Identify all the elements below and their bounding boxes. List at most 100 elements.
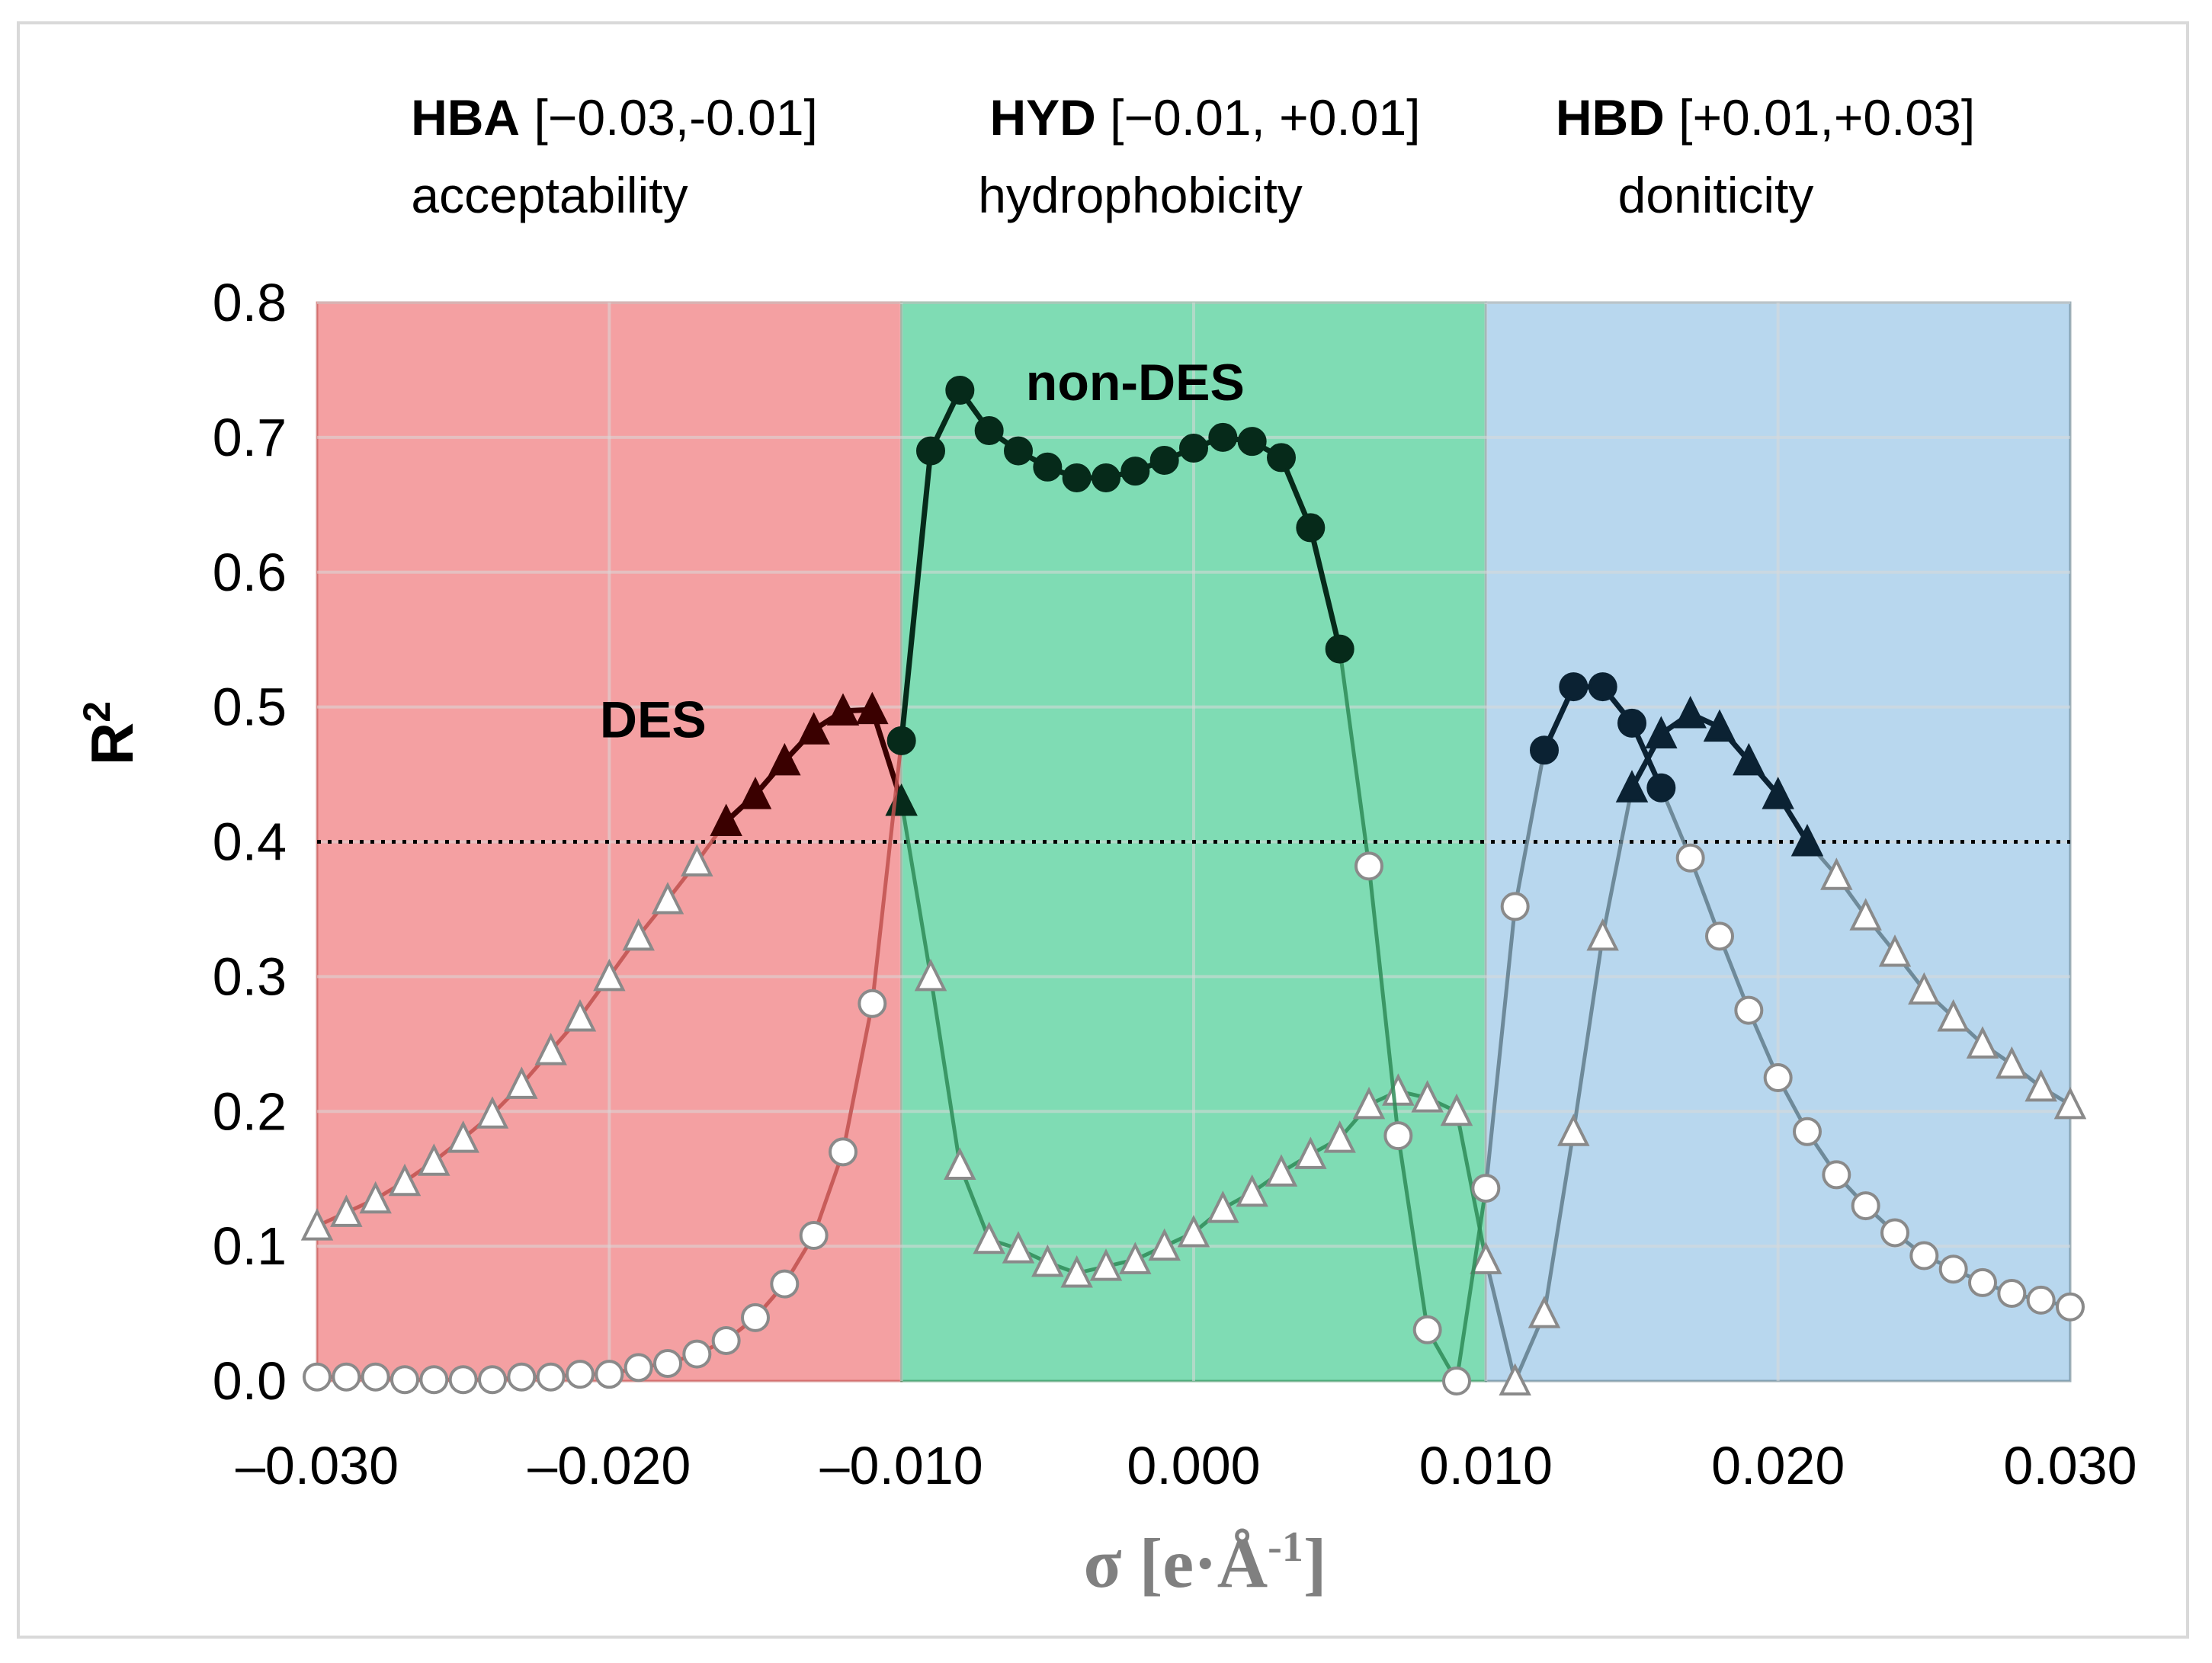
non-des-point xyxy=(1208,422,1238,452)
non-des-point xyxy=(1442,1367,1471,1395)
non-des-line-segment xyxy=(812,1149,845,1238)
non-des-point xyxy=(1092,463,1120,492)
non-des-point xyxy=(945,375,975,405)
region-hyd-range: [−0.01, +0.01] xyxy=(1096,89,1421,146)
y-tick-label: 0.7 xyxy=(213,408,287,467)
des-point xyxy=(1002,1231,1035,1264)
non-des-line-segment xyxy=(899,448,934,744)
des-point xyxy=(1060,1255,1093,1288)
non-des-line-segment xyxy=(1338,647,1371,868)
non-des-point xyxy=(1793,1117,1822,1146)
des-point xyxy=(1790,824,1824,857)
non-des-point xyxy=(332,1362,361,1392)
des-point xyxy=(1177,1214,1210,1248)
non-des-point xyxy=(536,1362,566,1392)
des-point xyxy=(1382,1073,1415,1106)
des-point xyxy=(1411,1080,1444,1113)
des-point xyxy=(622,918,655,951)
des-point xyxy=(1820,857,1853,890)
non-des-point xyxy=(1851,1191,1880,1221)
des-point xyxy=(1089,1248,1123,1281)
non-des-point xyxy=(1734,995,1764,1025)
y-tick-label: 0.8 xyxy=(213,273,287,332)
x-tick-label: 0.020 xyxy=(1711,1436,1845,1495)
des-point xyxy=(651,882,684,915)
des-line-segment xyxy=(1542,1129,1576,1316)
region-hba-subtitle: acceptability xyxy=(411,167,688,223)
non-des-point xyxy=(1120,457,1150,486)
non-des-point xyxy=(1530,735,1559,765)
non-des-point xyxy=(419,1365,449,1395)
non-des-point xyxy=(1997,1279,2027,1309)
des-point xyxy=(1674,695,1707,729)
des-point xyxy=(300,1208,334,1241)
des-point xyxy=(418,1143,450,1176)
non-des-point xyxy=(1588,672,1617,702)
des-point xyxy=(1996,1046,2028,1079)
des-point xyxy=(768,742,801,776)
non-des-point xyxy=(390,1365,419,1395)
x-tick-label: 0.030 xyxy=(2003,1436,2137,1495)
non-des-point xyxy=(653,1349,682,1379)
region-hba-range: [−0.03,-0.01] xyxy=(520,89,818,146)
non-des-point xyxy=(1179,434,1208,463)
y-tick-label: 0.2 xyxy=(213,1081,287,1141)
region-hbd-range: [+0.01,+0.03] xyxy=(1665,89,1975,146)
des-line-segment xyxy=(899,799,933,979)
des-point xyxy=(973,1221,1005,1254)
non-des-point xyxy=(916,436,945,466)
series-layer xyxy=(300,375,2087,1395)
non-des-point xyxy=(566,1360,595,1389)
annotation-layer: DES non-DES xyxy=(600,354,1245,748)
des-point xyxy=(1878,934,1912,967)
des-point xyxy=(739,777,772,809)
des-point xyxy=(1265,1154,1298,1187)
non-des-point xyxy=(1267,443,1296,473)
des-point xyxy=(1031,1244,1064,1277)
y-axis-label: R2 xyxy=(75,701,146,765)
y-tick-label: 0.4 xyxy=(213,812,287,872)
des-point xyxy=(1499,1363,1531,1395)
des-line-segment xyxy=(1454,1109,1488,1262)
axis-layer: 0.0 0.1 0.2 0.3 0.4 0.5 0.6 0.7 0.8 –0.030 –0.020 –… xyxy=(213,273,2137,1495)
x-tick-label: –0.010 xyxy=(820,1436,983,1495)
non-des-point xyxy=(1471,1174,1501,1203)
des-line-segment xyxy=(928,974,962,1168)
des-point xyxy=(1294,1136,1327,1169)
x-tick-label: 0.000 xyxy=(1127,1436,1260,1495)
chart-frame: 0.0 0.1 0.2 0.3 0.4 0.5 0.6 0.7 0.8 –0.030 –0.020 –… xyxy=(17,21,2189,1639)
chart-svg: 0.0 0.1 0.2 0.3 0.4 0.5 0.6 0.7 0.8 –0.030 –0.020 –… xyxy=(75,89,2137,1602)
non-des-point xyxy=(1412,1315,1442,1344)
region-hyd-name: HYD xyxy=(989,89,1095,146)
y-tick-label: 0.0 xyxy=(213,1351,287,1411)
des-point xyxy=(2053,1086,2087,1120)
non-des-point xyxy=(741,1303,770,1332)
des-point xyxy=(1703,709,1736,742)
des-point xyxy=(1733,742,1765,776)
region-hyd-title: HYD [−0.01, +0.01] xyxy=(989,89,1420,146)
des-line-segment xyxy=(1483,1258,1518,1383)
non-des-point xyxy=(2056,1292,2085,1322)
non-des-point xyxy=(1675,843,1705,873)
y-tick-label: 0.6 xyxy=(213,543,287,602)
region-hba-title: HBA [−0.03,-0.01] xyxy=(411,89,818,146)
des-point xyxy=(1762,777,1794,809)
non-des-line-segment xyxy=(870,739,904,1006)
des-point xyxy=(1528,1296,1561,1328)
des-point xyxy=(826,693,860,726)
non-des-line-segment xyxy=(841,1001,874,1154)
non-des-point xyxy=(1033,452,1063,482)
des-point xyxy=(2024,1069,2057,1102)
non-des-line-segment xyxy=(1396,1133,1430,1332)
region-hbd-subtitle: doniticity xyxy=(1618,167,1814,223)
des-point xyxy=(1323,1120,1356,1153)
non-des-point xyxy=(1646,773,1676,803)
y-tick-label: 0.3 xyxy=(213,947,287,1006)
region-hyd-subtitle: hydrophobicity xyxy=(978,167,1303,223)
y-tick-label: 0.5 xyxy=(213,678,287,737)
des-line-segment xyxy=(1571,934,1605,1134)
non-des-point xyxy=(829,1137,858,1167)
non-des-point xyxy=(1617,708,1646,738)
des-point xyxy=(1148,1228,1181,1261)
non-des-point xyxy=(711,1325,741,1355)
